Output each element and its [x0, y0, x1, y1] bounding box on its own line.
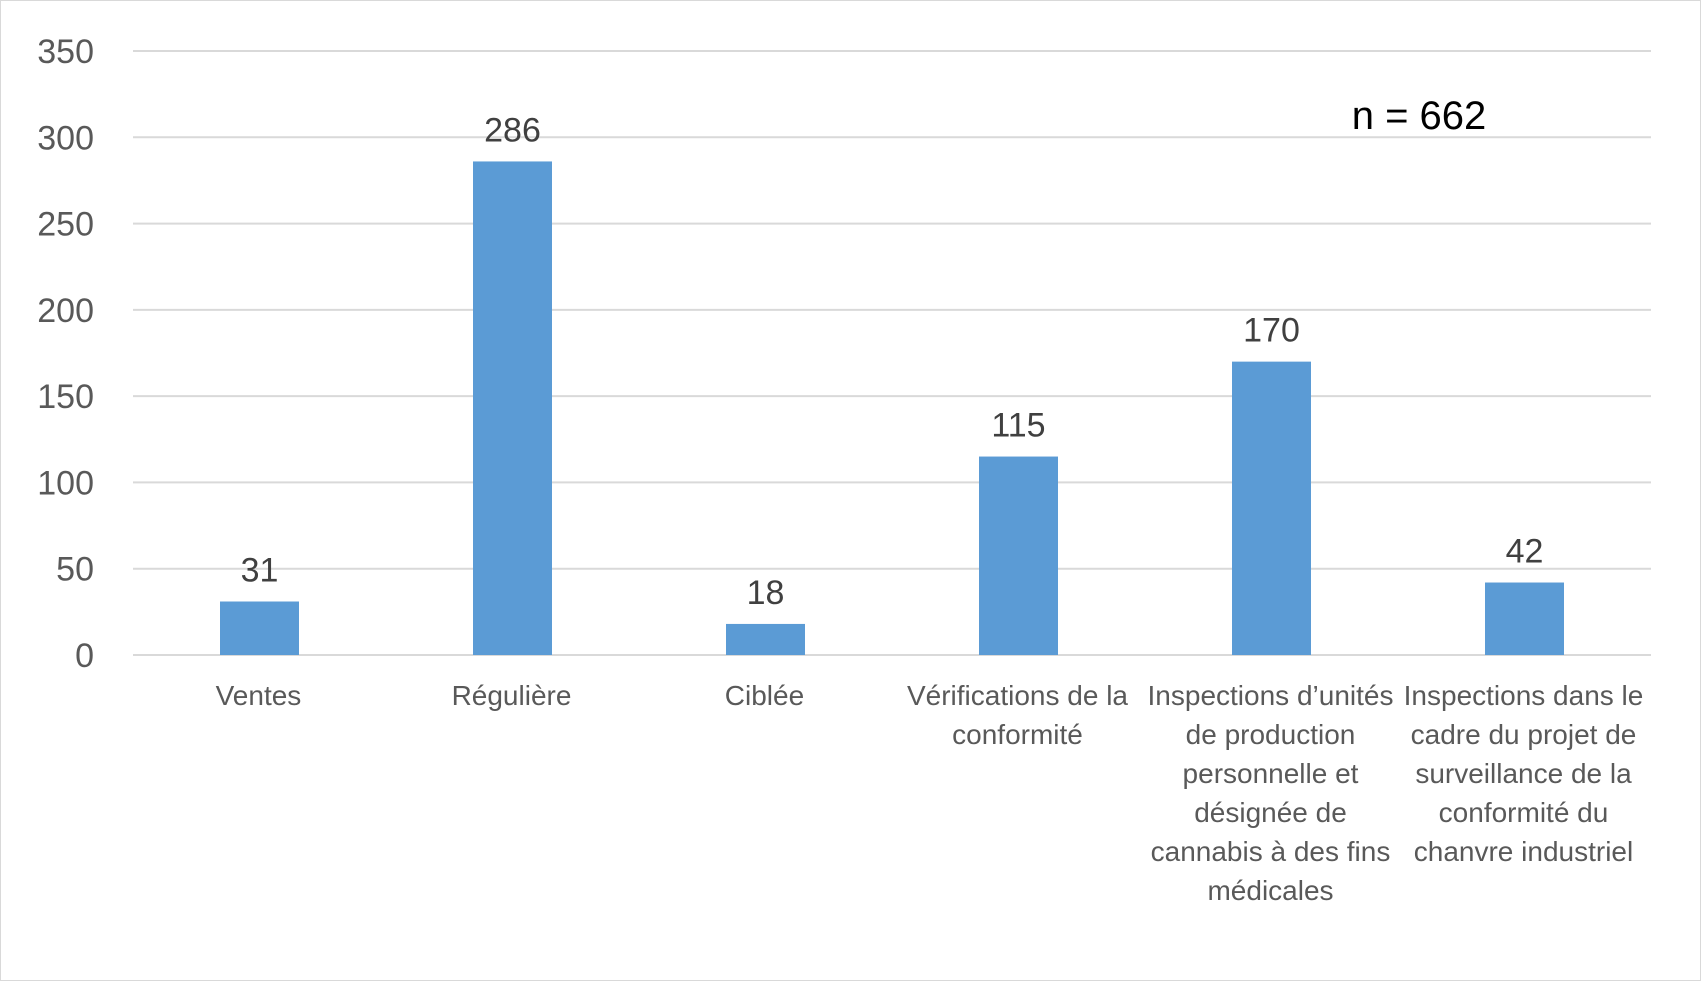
bar: [1232, 361, 1311, 655]
data-label: 170: [1243, 312, 1300, 350]
y-tick-label: 0: [75, 637, 94, 675]
data-label: 42: [1506, 533, 1544, 571]
data-label: 286: [484, 111, 541, 149]
x-category-label: Ciblée: [724, 680, 805, 711]
bar: [473, 161, 552, 655]
y-tick-label: 150: [37, 378, 94, 416]
data-label: 31: [241, 552, 279, 590]
data-label: 115: [991, 407, 1045, 445]
bar: [726, 623, 805, 655]
bar: [1485, 582, 1564, 655]
x-category-label: Inspections dans le cadre du projet de s…: [1403, 680, 1644, 867]
y-tick-label: 200: [37, 292, 94, 330]
y-tick-label: 250: [37, 206, 94, 244]
y-tick-label: 100: [37, 464, 94, 502]
y-tick-label: 300: [37, 119, 94, 157]
y-tick-label: 50: [56, 551, 94, 589]
x-category-label: Vérifications de la conformité: [906, 680, 1128, 750]
x-category-label: Inspections d’unités de production perso…: [1147, 680, 1394, 906]
data-label: 18: [747, 574, 785, 612]
x-category-label: Ventes: [215, 680, 302, 711]
bar: [979, 456, 1058, 655]
sample-size-note: n = 662: [1352, 94, 1487, 138]
bar: [220, 601, 299, 655]
y-tick-label: 350: [37, 33, 94, 71]
x-category-label: Régulière: [451, 680, 572, 711]
